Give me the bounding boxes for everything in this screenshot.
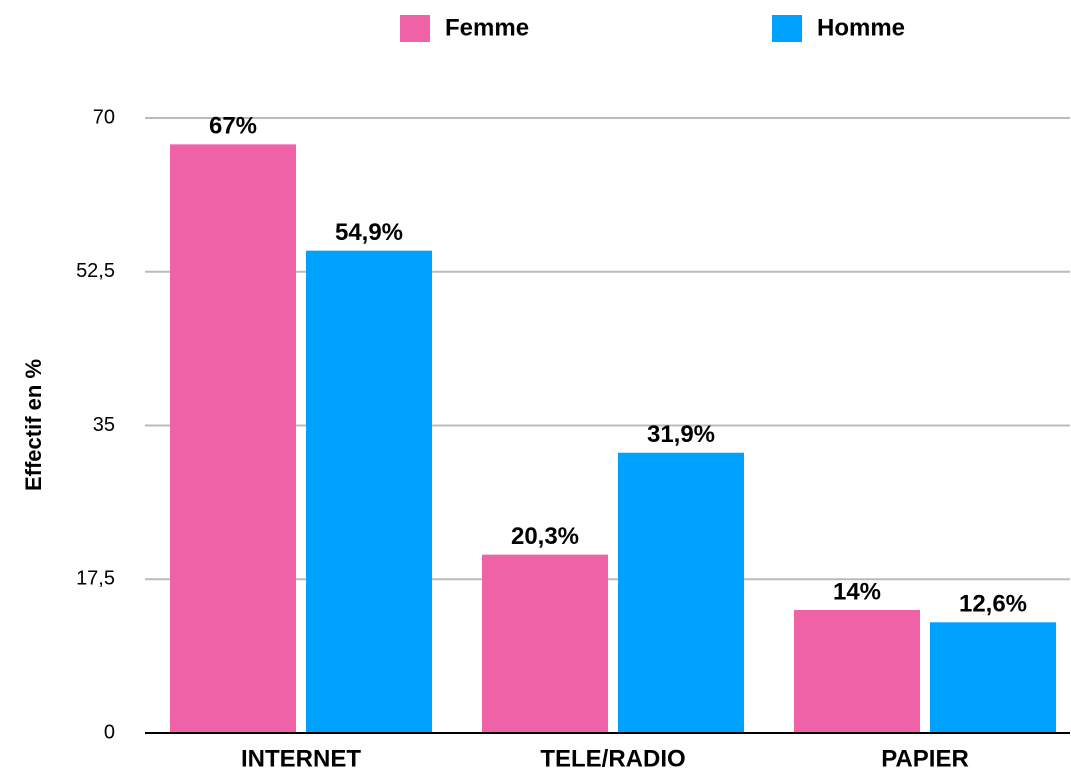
y-axis-label: Effectif en % — [21, 359, 46, 491]
legend-label: Homme — [817, 14, 905, 41]
y-tick-label: 70 — [93, 106, 115, 128]
bar — [306, 250, 432, 733]
y-tick-label: 35 — [93, 414, 115, 436]
value-label: 31,9% — [647, 421, 715, 448]
value-label: 14% — [833, 578, 881, 605]
x-tick-label: TELE/RADIO — [540, 745, 685, 772]
value-label: 67% — [209, 113, 257, 140]
bar — [794, 610, 920, 733]
value-label: 20,3% — [511, 523, 579, 550]
value-label: 12,6% — [959, 591, 1027, 618]
bar — [482, 554, 608, 733]
y-tick-label: 17,5 — [76, 568, 115, 590]
bar — [618, 452, 744, 733]
x-tick-label: PAPIER — [881, 745, 969, 772]
bar — [930, 622, 1056, 733]
legend-label: Femme — [445, 14, 529, 41]
bar — [170, 144, 296, 733]
y-tick-label: 0 — [104, 721, 115, 743]
legend-swatch — [400, 15, 430, 42]
value-label: 54,9% — [335, 219, 403, 246]
y-tick-label: 52,5 — [76, 260, 115, 282]
x-tick-label: INTERNET — [241, 745, 361, 772]
legend-swatch — [772, 15, 802, 42]
